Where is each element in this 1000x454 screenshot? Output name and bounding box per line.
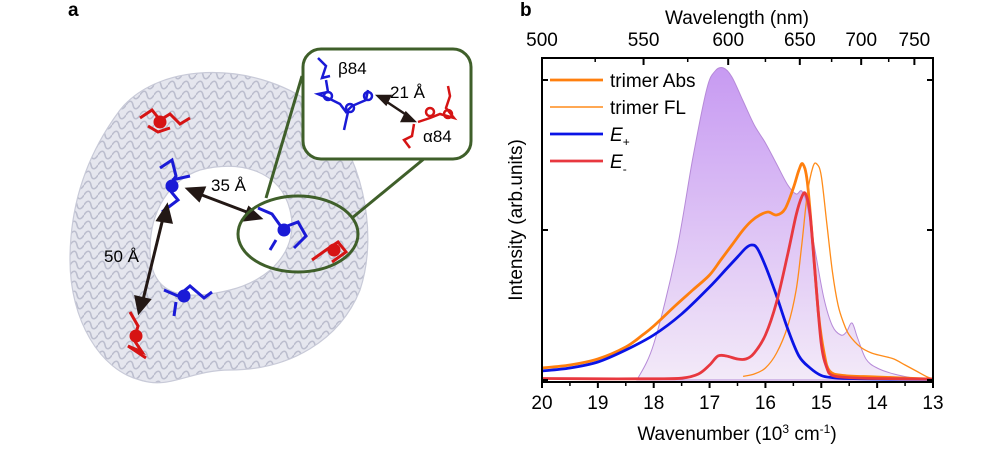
- inset-beta84-chromophore: [313, 57, 374, 131]
- legend-label: trimer FL: [610, 98, 686, 119]
- structure-illustration: 35 Å 50 Å 21 Å β84 α84: [69, 47, 473, 384]
- label-alpha84: α84: [423, 127, 452, 146]
- arrow-21A: [374, 94, 418, 123]
- highlight-ellipse: [236, 194, 360, 274]
- top-tick-label: 700: [845, 30, 877, 51]
- envelope-area: [636, 67, 933, 381]
- top-axis-title: Wavelength (nm): [665, 8, 809, 29]
- x-axis-title: Wavenumber (103 cm-1): [637, 422, 836, 445]
- x-tick-label: 13: [922, 393, 943, 414]
- panel-label-b: b: [520, 0, 532, 21]
- x-tick-label: 17: [699, 393, 720, 414]
- label-beta84: β84: [338, 59, 367, 78]
- spectra-chart: 20 19 18 17 16 15 14 13 500 550 600 650 700 750 trime…: [506, 8, 944, 445]
- zoom-line-left: [264, 75, 304, 199]
- chromophore-alpha-top: [139, 107, 191, 134]
- series-line-e-plus: [542, 243, 933, 381]
- top-tick-label: 600: [712, 30, 744, 51]
- y-axis-title: Intensity (arb.units): [506, 139, 527, 301]
- series-line-e-minus: [542, 191, 933, 381]
- arrow-50A: [134, 202, 174, 316]
- legend-label: trimer Abs: [610, 71, 696, 92]
- x-tick-label: 15: [811, 393, 832, 414]
- top-tick-label: 750: [899, 30, 931, 51]
- label-35A: 35 Å: [211, 176, 247, 195]
- chromophore-beta-3: [163, 284, 213, 317]
- chromophore-alpha-3: [127, 311, 147, 360]
- x-tick-label: 18: [643, 393, 664, 414]
- x-tick-label: 14: [867, 393, 889, 414]
- chromophore-beta-1: [159, 157, 191, 214]
- x-tick-label: 16: [755, 393, 776, 414]
- top-tick-label: 550: [628, 30, 660, 51]
- x-tick-label: 20: [531, 393, 552, 414]
- chromophore-alpha-2: [311, 239, 349, 264]
- x-tick-label: 19: [587, 393, 608, 414]
- panel-label-a: a: [68, 0, 79, 21]
- top-tick-label: 500: [526, 30, 558, 51]
- panel-b-spectra: b 20 19 18 17 16 15 14 13 500 550 600 650 700 750 tri…: [500, 0, 1000, 449]
- top-tick-label: 650: [784, 30, 816, 51]
- legend-label: E-: [610, 152, 627, 176]
- panel-a-structure: a: [0, 0, 500, 449]
- chromophore-beta-2: [257, 206, 308, 251]
- label-50A: 50 Å: [104, 247, 140, 266]
- label-21A: 21 Å: [390, 83, 426, 102]
- inset-alpha84-chromophore: [402, 85, 458, 149]
- zoom-line-right: [351, 156, 426, 220]
- legend-label: E+: [610, 125, 630, 149]
